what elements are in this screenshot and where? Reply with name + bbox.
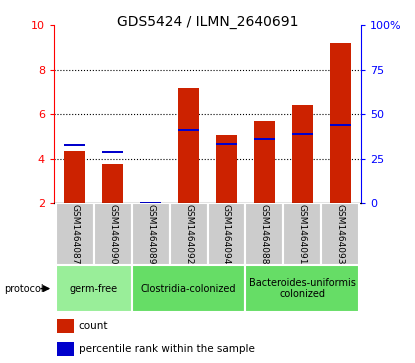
Bar	[216, 143, 237, 146]
Bar	[94, 203, 132, 265]
Bar	[57, 319, 74, 333]
Text: GDS5424 / ILMN_2640691: GDS5424 / ILMN_2640691	[117, 15, 298, 29]
Text: GSM1464089: GSM1464089	[146, 204, 155, 264]
Text: GSM1464094: GSM1464094	[222, 204, 231, 264]
Bar	[245, 203, 283, 265]
Bar	[170, 203, 208, 265]
Bar	[208, 203, 245, 265]
Bar	[292, 105, 313, 203]
Bar	[57, 342, 74, 356]
Bar	[330, 124, 351, 126]
Bar	[102, 164, 123, 203]
Text: germ-free: germ-free	[70, 284, 118, 294]
Bar	[321, 203, 359, 265]
Text: GSM1464087: GSM1464087	[70, 204, 79, 264]
Bar	[254, 138, 275, 140]
Text: protocol: protocol	[4, 284, 44, 294]
Bar	[140, 202, 161, 204]
Bar	[216, 135, 237, 203]
Text: GSM1464091: GSM1464091	[298, 204, 307, 264]
Bar	[178, 87, 199, 203]
Bar	[254, 121, 275, 203]
Bar	[245, 265, 359, 312]
Text: GSM1464093: GSM1464093	[336, 204, 345, 264]
Bar	[64, 151, 85, 203]
Text: GSM1464090: GSM1464090	[108, 204, 117, 264]
Text: Clostridia-colonized: Clostridia-colonized	[141, 284, 236, 294]
Text: GSM1464088: GSM1464088	[260, 204, 269, 264]
Bar	[132, 203, 170, 265]
Bar	[330, 43, 351, 203]
Text: percentile rank within the sample: percentile rank within the sample	[78, 344, 254, 354]
Bar	[56, 203, 94, 265]
Bar	[102, 151, 123, 153]
Bar	[56, 265, 132, 312]
Bar	[132, 265, 245, 312]
Bar	[292, 133, 313, 135]
Bar	[178, 129, 199, 131]
Text: count: count	[78, 321, 108, 331]
Text: Bacteroides-uniformis
colonized: Bacteroides-uniformis colonized	[249, 278, 356, 299]
Text: GSM1464092: GSM1464092	[184, 204, 193, 264]
Bar	[283, 203, 321, 265]
Bar	[64, 144, 85, 146]
